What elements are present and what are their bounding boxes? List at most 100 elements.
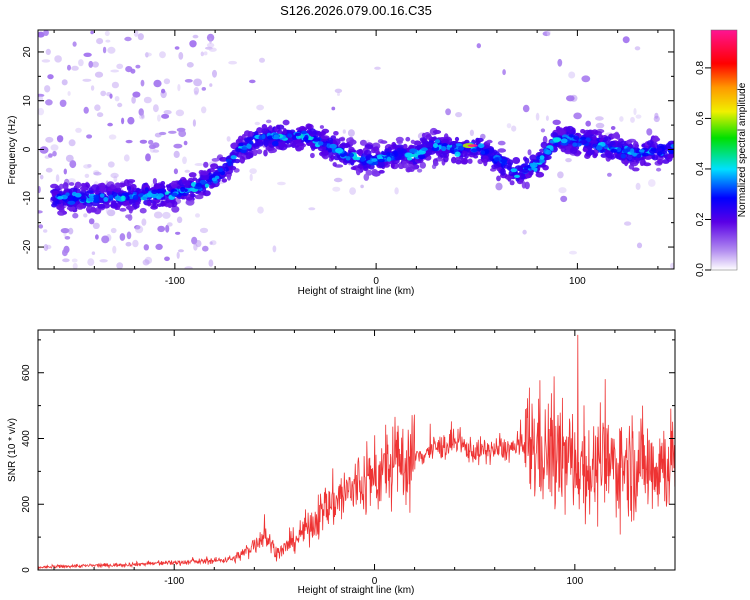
spectrogram-ridge-halo xyxy=(380,140,388,144)
spectrogram-noise-blob xyxy=(176,251,180,259)
spectrogram-noise-blob xyxy=(90,85,95,91)
spectrogram-ridge-core xyxy=(532,159,541,163)
spectrogram-ridge-core xyxy=(620,153,626,159)
spectrogram-ridge-halo xyxy=(425,142,435,148)
spectrogram-noise-blob xyxy=(226,136,231,142)
spectrogram-noise-blob xyxy=(360,184,364,189)
spectrogram-ridge-core xyxy=(371,158,378,162)
spectrogram-noise-blob xyxy=(153,104,159,113)
spectrogram-noise-blob xyxy=(38,186,41,194)
spectrogram-ridge-core xyxy=(327,148,332,153)
spectrogram-noise-blob xyxy=(349,187,356,195)
spectrogram-noise-blob xyxy=(132,239,139,248)
spectrogram-ridge-halo xyxy=(297,142,305,147)
spectrogram-noise-blob xyxy=(63,168,67,175)
spectrogram-noise-blob xyxy=(125,241,132,247)
spectrogram-ridge-halo xyxy=(455,156,461,161)
spectrogram-noise-blob xyxy=(635,182,641,190)
spectrogram-noise-blob xyxy=(342,129,346,134)
spectrogram-ridge-halo xyxy=(100,185,105,194)
spectrogram-noise-blob xyxy=(480,133,486,140)
spectrogram-ridge-core xyxy=(142,196,147,201)
spectrogram-noise-blob xyxy=(72,41,77,47)
spectrogram-ridge-core xyxy=(670,143,674,149)
spectrogram-noise-blob xyxy=(331,106,336,111)
spectrogram-ridge-halo xyxy=(308,128,317,135)
spectrogram-ridge-halo xyxy=(194,194,204,200)
spectrogram-ridge-halo xyxy=(239,156,246,164)
spectrogram-noise-blob xyxy=(178,129,187,138)
spectrogram-noise-blob xyxy=(142,259,150,266)
spectrogram-ridge-halo xyxy=(79,186,89,191)
spectrogram-noise-blob xyxy=(630,116,635,123)
spectrogram-ridge-halo xyxy=(639,159,645,166)
spectrogram-ridge-halo xyxy=(201,187,207,193)
spectrogram-ridge-core xyxy=(592,143,598,148)
snr-xtick-label: 0 xyxy=(372,576,378,587)
spectrogram-ridge-core xyxy=(406,157,413,161)
spectrogram-noise-blob xyxy=(111,81,119,89)
spectrogram-ridge-halo xyxy=(256,149,263,155)
spectrogram-ridge-halo xyxy=(126,185,132,192)
spectrogram-ridge-halo xyxy=(605,152,615,159)
spectrogram-ridge-halo xyxy=(221,178,228,183)
spectrogram-ridge-core xyxy=(120,195,126,201)
spectrogram-ridge-halo xyxy=(320,130,327,136)
spectrogram-noise-blob xyxy=(277,181,286,186)
spectrogram-ridge-core xyxy=(553,142,559,146)
spectrogram-noise-blob xyxy=(654,112,659,119)
spectrogram-ridge-halo xyxy=(338,137,345,142)
spectrogram-ridge-halo xyxy=(363,173,370,181)
spectrogram-noise-blob xyxy=(152,142,160,148)
spectrogram-ridge-halo xyxy=(128,207,135,212)
spectrogram-ridge-core xyxy=(529,162,538,168)
spectrogram-noise-blob xyxy=(511,125,517,132)
spectrogram-noise-blob xyxy=(256,104,264,111)
spectrogram-noise-blob xyxy=(163,110,172,115)
spectrogram-noise-blob xyxy=(228,60,238,65)
spectrogram-ridge-core xyxy=(416,150,424,156)
spectrogram-blobs xyxy=(38,30,674,269)
spectrogram-noise-blob xyxy=(67,64,71,71)
spectrogram-noise-blob xyxy=(92,61,99,68)
spectrogram-ridge-halo xyxy=(355,167,361,176)
spectrogram-ridge-core xyxy=(572,142,578,147)
spectrogram-ridge-core xyxy=(617,147,622,153)
spectrogram-ridge-halo xyxy=(320,150,330,156)
spectrogram-noise-blob xyxy=(94,104,101,111)
spectrogram-noise-blob xyxy=(581,75,591,83)
spectrogram-ridge-core xyxy=(539,158,545,163)
spectrogram-ridge-core xyxy=(638,149,645,153)
spectrogram-noise-blob xyxy=(469,129,474,136)
spectrogram-ridge-core xyxy=(157,193,164,198)
spectrogram-ytick-label: 0 xyxy=(22,146,33,152)
spectrogram-ridge-halo xyxy=(245,154,252,160)
spectrogram-ridge-core xyxy=(312,137,321,142)
spectrogram-ridge-halo xyxy=(630,161,638,167)
spectrogram-ridge-core xyxy=(396,149,404,154)
spectrogram-ridge-halo xyxy=(160,202,166,207)
spectrogram-ridge-core xyxy=(409,148,418,153)
spectrogram-ridge-halo xyxy=(268,125,273,131)
spectrogram-ridge-halo xyxy=(253,145,260,150)
spectrogram-ridge-halo xyxy=(153,183,161,191)
snr-xlabel: Height of straight line (km) xyxy=(298,585,415,596)
spectrogram-ridge-core xyxy=(655,147,663,152)
spectrogram-noise-blob xyxy=(67,178,76,184)
spectrogram-noise-blob xyxy=(153,211,163,219)
spectrogram-noise-blob xyxy=(209,83,213,87)
spectrogram-ridge-core xyxy=(560,138,568,144)
spectrogram-ridge-halo xyxy=(610,126,616,130)
spectrogram-ridge-core xyxy=(67,200,76,205)
spectrogram-ridge-core xyxy=(195,182,202,187)
spectrogram-noise-blob xyxy=(41,59,51,63)
spectrogram-noise-blob xyxy=(83,52,92,57)
spectrogram-ridge-halo xyxy=(234,158,241,164)
spectrogram-noise-blob xyxy=(124,36,132,42)
spectrogram-ridge-halo xyxy=(455,159,462,165)
spectrogram-noise-blob xyxy=(43,229,48,233)
spectrogram-background xyxy=(38,30,674,269)
spectrogram-noise-blob xyxy=(86,134,93,139)
spectrogram-ridge-halo xyxy=(592,153,598,159)
spectrogram-ridge-core xyxy=(630,148,635,154)
